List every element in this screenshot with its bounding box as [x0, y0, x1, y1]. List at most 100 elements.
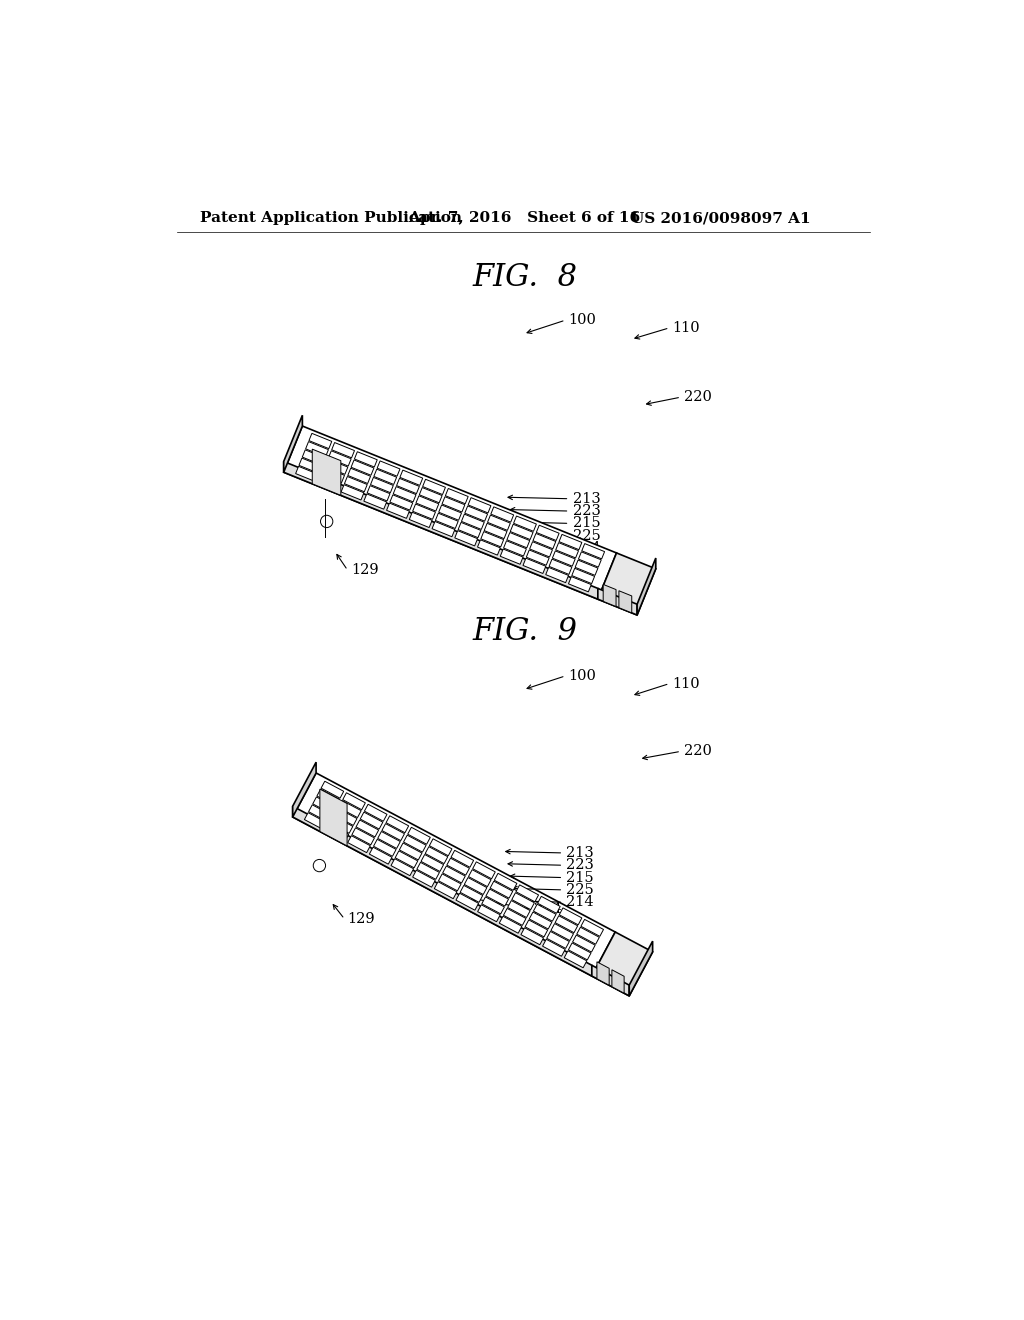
Text: 224: 224 — [542, 548, 569, 562]
Polygon shape — [523, 558, 546, 573]
Polygon shape — [393, 487, 416, 502]
Polygon shape — [360, 812, 383, 829]
Polygon shape — [572, 935, 595, 952]
Polygon shape — [529, 912, 552, 929]
Polygon shape — [612, 970, 624, 993]
Polygon shape — [575, 560, 598, 576]
Polygon shape — [438, 874, 461, 891]
Polygon shape — [504, 908, 526, 925]
Polygon shape — [547, 932, 569, 948]
Polygon shape — [456, 894, 478, 911]
Polygon shape — [571, 569, 595, 583]
Polygon shape — [344, 477, 368, 492]
Polygon shape — [538, 896, 560, 913]
Polygon shape — [421, 854, 443, 871]
Polygon shape — [532, 533, 556, 549]
Polygon shape — [445, 488, 468, 504]
Polygon shape — [329, 451, 351, 466]
Polygon shape — [460, 886, 482, 903]
Polygon shape — [325, 459, 348, 474]
Polygon shape — [374, 840, 396, 857]
Polygon shape — [486, 890, 509, 906]
Polygon shape — [592, 965, 629, 995]
Polygon shape — [408, 828, 430, 845]
Polygon shape — [446, 858, 469, 875]
Polygon shape — [354, 451, 377, 467]
Text: 225: 225 — [572, 529, 600, 543]
Polygon shape — [490, 507, 514, 523]
Polygon shape — [581, 920, 603, 936]
Polygon shape — [462, 515, 484, 529]
Polygon shape — [598, 589, 637, 615]
Polygon shape — [525, 920, 548, 937]
Polygon shape — [455, 531, 477, 546]
Polygon shape — [322, 467, 344, 483]
Polygon shape — [435, 513, 458, 528]
Polygon shape — [442, 496, 465, 512]
Polygon shape — [365, 804, 387, 821]
Polygon shape — [299, 458, 322, 474]
Text: 215: 215 — [572, 516, 600, 531]
Polygon shape — [413, 870, 435, 887]
Polygon shape — [481, 896, 505, 913]
Polygon shape — [568, 577, 591, 591]
Polygon shape — [487, 515, 510, 531]
Polygon shape — [521, 928, 544, 945]
Polygon shape — [293, 762, 316, 817]
Polygon shape — [510, 524, 534, 540]
Polygon shape — [537, 525, 559, 540]
Polygon shape — [293, 807, 592, 975]
Polygon shape — [399, 843, 422, 859]
Polygon shape — [508, 900, 530, 917]
Polygon shape — [368, 486, 390, 500]
Text: 223: 223 — [566, 858, 594, 873]
Polygon shape — [284, 416, 302, 473]
Polygon shape — [451, 850, 474, 867]
Polygon shape — [552, 550, 575, 566]
Polygon shape — [501, 549, 523, 564]
Polygon shape — [582, 544, 604, 558]
Polygon shape — [330, 816, 353, 833]
Polygon shape — [312, 449, 341, 495]
Polygon shape — [322, 781, 344, 799]
Polygon shape — [377, 461, 400, 477]
Text: FIG.  9: FIG. 9 — [472, 616, 578, 647]
Polygon shape — [304, 813, 327, 829]
Text: 215: 215 — [566, 871, 594, 884]
Polygon shape — [374, 469, 396, 484]
Polygon shape — [371, 478, 393, 492]
Polygon shape — [386, 816, 409, 833]
Polygon shape — [468, 498, 490, 513]
Polygon shape — [516, 884, 539, 902]
Text: 129: 129 — [351, 564, 379, 577]
Text: 214: 214 — [566, 895, 594, 909]
Text: 214: 214 — [572, 541, 600, 554]
Polygon shape — [284, 426, 616, 599]
Polygon shape — [512, 892, 535, 909]
Polygon shape — [490, 882, 513, 898]
Polygon shape — [551, 924, 573, 941]
Polygon shape — [534, 904, 556, 921]
Polygon shape — [339, 801, 361, 817]
Polygon shape — [629, 941, 652, 995]
Text: 220: 220 — [684, 391, 712, 404]
Polygon shape — [364, 494, 387, 510]
Text: 213: 213 — [566, 846, 594, 859]
Polygon shape — [500, 916, 522, 933]
Text: US 2016/0098097 A1: US 2016/0098097 A1 — [631, 211, 811, 226]
Polygon shape — [477, 904, 500, 921]
Polygon shape — [395, 851, 418, 867]
Polygon shape — [326, 824, 348, 841]
Polygon shape — [603, 585, 616, 606]
Polygon shape — [419, 487, 442, 503]
Polygon shape — [343, 793, 366, 809]
Text: 225: 225 — [566, 883, 594, 896]
Polygon shape — [464, 878, 486, 895]
Polygon shape — [442, 866, 465, 883]
Polygon shape — [559, 908, 582, 925]
Polygon shape — [598, 553, 655, 615]
Polygon shape — [400, 470, 423, 486]
Polygon shape — [429, 838, 452, 855]
Polygon shape — [514, 516, 537, 532]
Text: 100: 100 — [568, 669, 597, 682]
